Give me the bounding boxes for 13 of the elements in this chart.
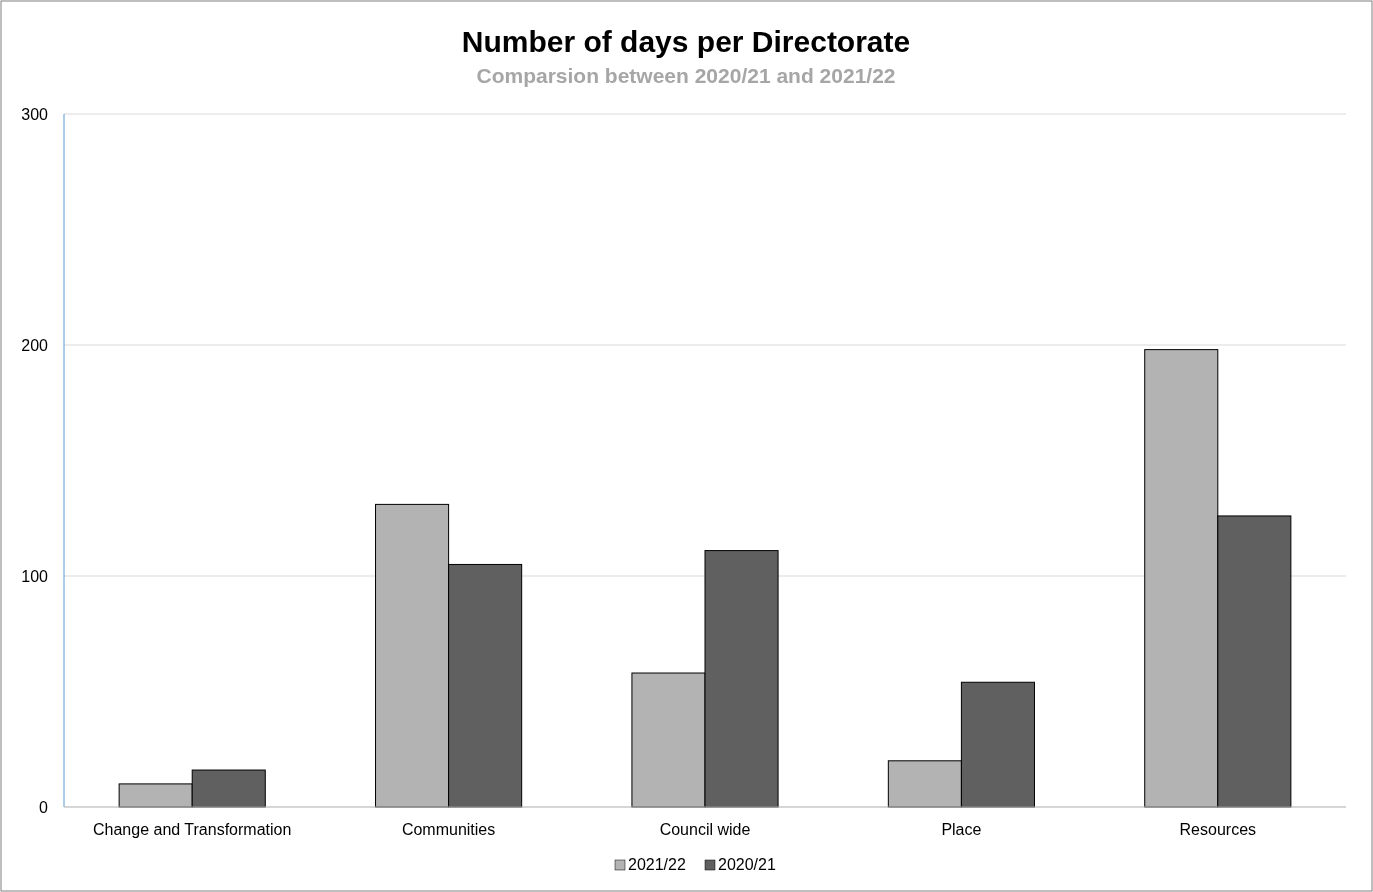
x-tick-label: Resources <box>1179 821 1257 838</box>
y-tick-label: 0 <box>39 799 49 816</box>
y-tick-label: 300 <box>21 106 49 123</box>
chart-subtitle: Comparsion between 2020/21 and 2021/22 <box>476 64 896 87</box>
chart-title: Number of days per Directorate <box>461 25 911 58</box>
y-tick-label: 200 <box>21 337 49 354</box>
y-tick-label: 100 <box>21 568 49 585</box>
x-tick-label: Place <box>941 821 982 838</box>
legend-label: 2020/21 <box>718 856 776 873</box>
legend-label: 2021/22 <box>628 856 686 873</box>
x-tick-label: Change and Transformation <box>93 821 292 838</box>
x-tick-label: Communities <box>401 821 496 838</box>
x-tick-label: Council wide <box>659 821 751 838</box>
